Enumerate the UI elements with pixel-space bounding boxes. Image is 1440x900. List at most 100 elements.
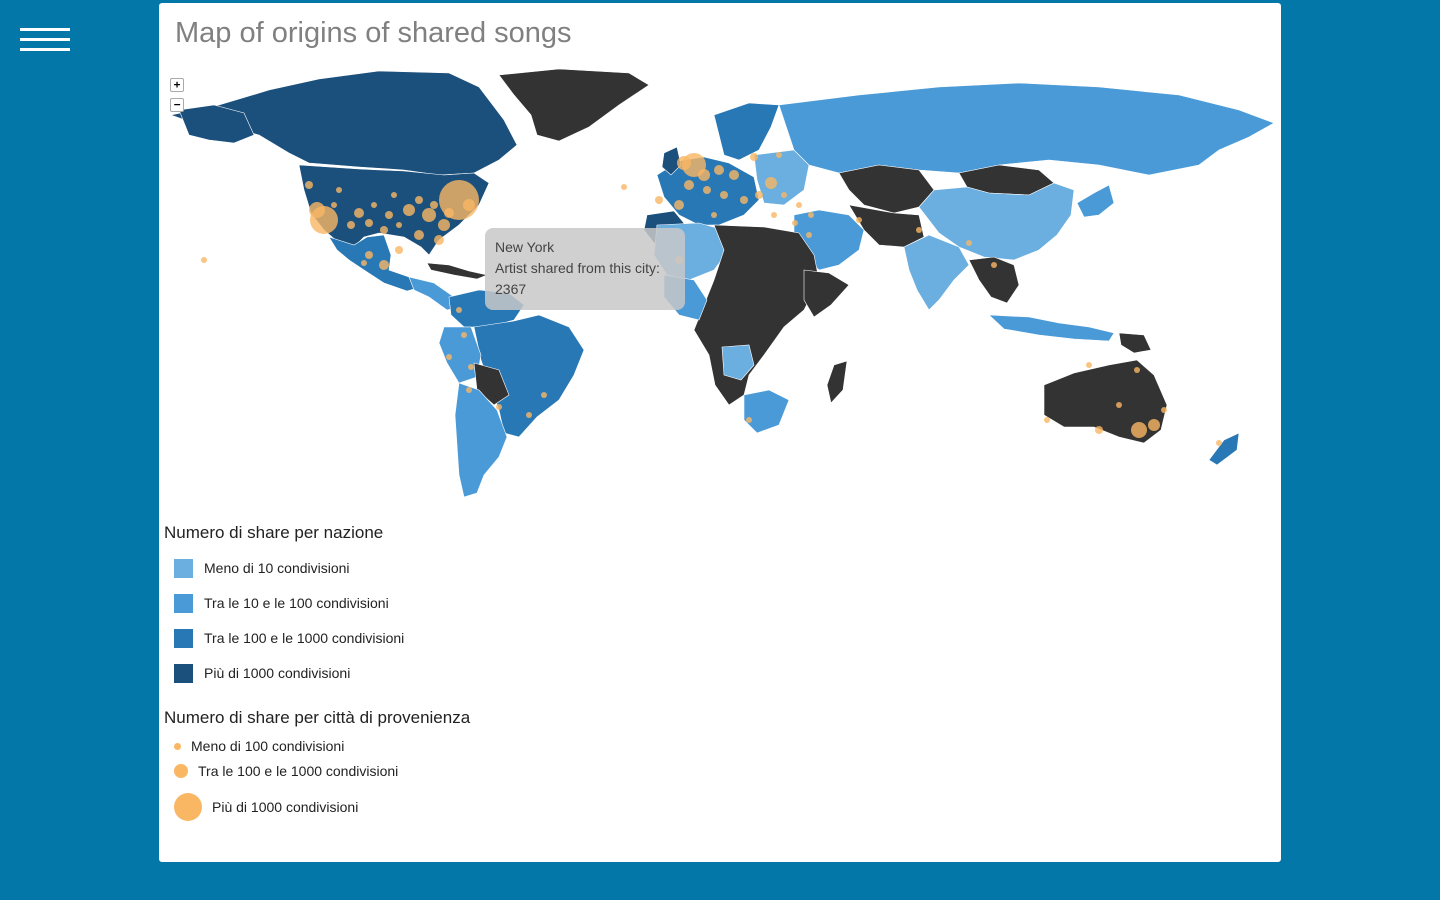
page-title: Map of origins of shared songs <box>175 17 572 49</box>
legend-dot-large <box>174 793 202 821</box>
city-bubble[interactable] <box>1161 407 1167 413</box>
city-bubble[interactable] <box>711 212 717 218</box>
city-bubble[interactable] <box>916 227 922 233</box>
city-bubble[interactable] <box>1134 367 1140 373</box>
city-bubble[interactable] <box>684 180 694 190</box>
city-bubble[interactable] <box>729 170 739 180</box>
country-japan <box>1076 184 1115 218</box>
country-new-zealand <box>1208 432 1240 466</box>
city-bubble[interactable] <box>1086 362 1092 368</box>
city-bubble[interactable] <box>808 212 814 218</box>
city-bubble[interactable] <box>781 192 787 198</box>
city-bubble[interactable] <box>677 156 691 170</box>
zoom-out-button[interactable]: − <box>170 98 184 112</box>
city-bubble[interactable] <box>391 192 397 198</box>
city-bubble[interactable] <box>415 196 423 204</box>
city-bubble[interactable] <box>771 212 777 218</box>
city-bubble[interactable] <box>765 177 777 189</box>
city-bubble[interactable] <box>720 191 728 199</box>
city-bubble[interactable] <box>714 165 724 175</box>
country-china <box>918 182 1075 261</box>
city-bubble[interactable] <box>792 220 798 226</box>
city-bubble[interactable] <box>444 208 454 218</box>
city-bubble[interactable] <box>361 260 367 266</box>
tooltip-city: New York <box>495 239 555 255</box>
city-bubble[interactable] <box>1131 422 1147 438</box>
country-mexico <box>328 234 422 292</box>
city-bubble[interactable] <box>461 332 467 338</box>
zoom-in-button[interactable]: + <box>170 78 184 92</box>
city-bubble[interactable] <box>438 219 450 231</box>
country-indonesia <box>988 314 1115 342</box>
city-bubble[interactable] <box>541 392 547 398</box>
city-bubble[interactable] <box>856 217 862 223</box>
city-bubble[interactable] <box>336 187 342 193</box>
city-bubble[interactable] <box>776 152 782 158</box>
legend-countries-title: Numero di share per nazione <box>164 523 384 542</box>
city-bubble[interactable] <box>365 251 373 259</box>
city-bubble[interactable] <box>468 364 474 370</box>
city-bubble[interactable] <box>750 153 758 161</box>
city-bubble[interactable] <box>991 262 997 268</box>
country-canada <box>169 70 518 176</box>
city-bubble[interactable] <box>446 354 452 360</box>
country-madagascar <box>826 360 848 404</box>
city-bubble[interactable] <box>380 226 388 234</box>
city-bubble[interactable] <box>806 232 812 238</box>
city-bubble[interactable] <box>305 181 313 189</box>
country-angola <box>721 344 755 381</box>
country-se-asia <box>968 256 1020 304</box>
city-bubble[interactable] <box>496 404 502 410</box>
city-bubble[interactable] <box>414 230 424 240</box>
menu-icon[interactable] <box>20 28 70 54</box>
city-bubble[interactable] <box>755 191 763 199</box>
city-bubble[interactable] <box>1148 419 1160 431</box>
city-bubble[interactable] <box>1095 426 1103 434</box>
city-bubble[interactable] <box>365 219 373 227</box>
city-bubble[interactable] <box>379 260 389 270</box>
legend-swatch-tier4 <box>174 664 193 683</box>
city-bubble[interactable] <box>331 202 337 208</box>
city-bubble[interactable] <box>526 412 532 418</box>
city-bubble[interactable] <box>463 199 475 211</box>
country-horn <box>803 269 850 318</box>
city-bubble[interactable] <box>371 202 377 208</box>
country-south-africa <box>743 389 790 434</box>
city-bubble[interactable] <box>309 202 325 218</box>
city-bubble[interactable] <box>430 201 438 209</box>
city-bubble[interactable] <box>395 246 403 254</box>
city-bubble[interactable] <box>347 221 355 229</box>
country-scandinavia <box>713 102 780 161</box>
city-bubble[interactable] <box>703 186 711 194</box>
city-bubble[interactable] <box>698 169 710 181</box>
city-bubble[interactable] <box>385 211 393 219</box>
legend-swatch-tier2 <box>174 594 193 613</box>
city-bubble[interactable] <box>434 235 444 245</box>
city-bubble[interactable] <box>621 184 627 190</box>
legend-dot-medium <box>174 764 188 778</box>
country-russia <box>778 82 1275 176</box>
city-bubble[interactable] <box>740 196 748 204</box>
city-bubble[interactable] <box>422 208 436 222</box>
city-bubble[interactable] <box>1216 440 1222 446</box>
city-bubble[interactable] <box>201 257 207 263</box>
city-bubble[interactable] <box>466 387 472 393</box>
country-uk <box>661 146 682 176</box>
city-bubble[interactable] <box>796 202 802 208</box>
world-map[interactable] <box>159 65 1281 505</box>
city-bubble[interactable] <box>746 417 752 423</box>
city-bubble[interactable] <box>403 204 415 216</box>
city-bubble[interactable] <box>655 196 663 204</box>
map-card: Map of origins of shared songs <box>159 3 1281 862</box>
city-bubble[interactable] <box>396 222 402 228</box>
city-bubble[interactable] <box>1044 417 1050 423</box>
country-greenland <box>498 68 650 142</box>
legend-dot-small <box>174 743 181 750</box>
city-bubble[interactable] <box>966 240 972 246</box>
city-bubble[interactable] <box>456 307 462 313</box>
city-bubble[interactable] <box>1116 402 1122 408</box>
city-bubble[interactable] <box>354 208 364 218</box>
city-bubbles <box>201 152 1222 446</box>
city-bubble[interactable] <box>674 200 684 210</box>
legend-swatch-tier1 <box>174 559 193 578</box>
